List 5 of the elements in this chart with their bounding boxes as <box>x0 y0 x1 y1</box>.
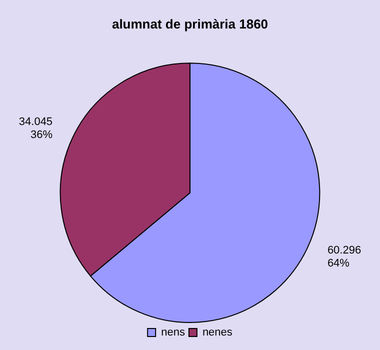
data-label: 60.296 64% <box>327 244 362 270</box>
chart-title: alumnat de primària 1860 <box>112 16 268 32</box>
legend-label: nens <box>161 326 186 339</box>
data-label: 34.045 36% <box>18 116 53 142</box>
legend-label: nenes <box>202 326 233 339</box>
